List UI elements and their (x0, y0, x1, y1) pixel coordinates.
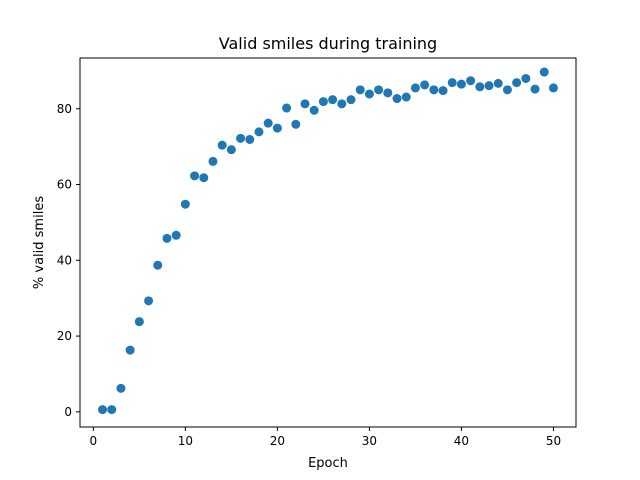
x-tick-label: 10 (178, 434, 193, 448)
data-point (328, 95, 338, 105)
data-point (236, 133, 246, 143)
data-point (447, 78, 457, 88)
data-point (420, 80, 430, 90)
data-point (171, 230, 181, 240)
data-point (512, 78, 522, 88)
data-point (392, 94, 402, 104)
data-point (217, 140, 227, 150)
data-point (466, 76, 476, 86)
data-point (309, 105, 319, 115)
data-point (107, 405, 117, 415)
data-point (337, 99, 347, 109)
data-point (502, 85, 512, 95)
y-tick-label: 80 (57, 102, 72, 116)
data-point (180, 199, 190, 209)
data-point (456, 79, 466, 89)
data-point (429, 85, 439, 95)
data-point (162, 233, 172, 243)
chart-title: Valid smiles during training (219, 34, 437, 53)
data-point (254, 127, 264, 137)
data-points (98, 67, 558, 415)
x-tick-label: 0 (90, 434, 98, 448)
data-point (300, 99, 310, 109)
y-axis-ticks: 0 20 40 60 80 (57, 102, 80, 419)
data-point (364, 89, 374, 99)
data-point (383, 88, 393, 98)
data-point (272, 123, 282, 133)
y-tick-label: 60 (57, 178, 72, 192)
x-tick-label: 50 (546, 434, 561, 448)
x-tick-label: 30 (362, 434, 377, 448)
data-point (475, 82, 485, 92)
data-point (226, 145, 236, 155)
y-axis-label: % valid smiles (32, 196, 47, 289)
data-point (484, 81, 494, 91)
data-point (374, 85, 384, 95)
x-tick-label: 40 (454, 434, 469, 448)
data-point (199, 173, 209, 183)
x-tick-label: 20 (270, 434, 285, 448)
y-tick-label: 20 (57, 329, 72, 343)
data-point (208, 156, 218, 166)
x-axis-ticks: 0 10 20 30 40 50 (90, 427, 561, 448)
data-point (125, 345, 135, 355)
data-point (144, 296, 154, 306)
data-point (438, 86, 448, 96)
x-axis-label: Epoch (308, 456, 348, 471)
data-point (116, 383, 126, 393)
data-point (401, 92, 411, 102)
y-tick-label: 0 (64, 405, 72, 419)
data-point (282, 103, 292, 113)
data-point (548, 83, 558, 93)
data-point (539, 67, 549, 77)
data-point (291, 119, 301, 129)
data-point (263, 118, 273, 128)
data-point (134, 317, 144, 327)
data-point (410, 83, 420, 93)
data-point (530, 84, 540, 94)
data-point (190, 171, 200, 181)
y-tick-label: 40 (57, 253, 72, 267)
data-point (245, 134, 255, 144)
data-point (493, 78, 503, 88)
data-point (153, 260, 163, 270)
data-point (521, 73, 531, 83)
data-point (346, 95, 356, 105)
data-point (355, 85, 365, 95)
plot-area-frame (79, 57, 577, 428)
data-point (98, 405, 108, 415)
data-point (318, 97, 328, 107)
